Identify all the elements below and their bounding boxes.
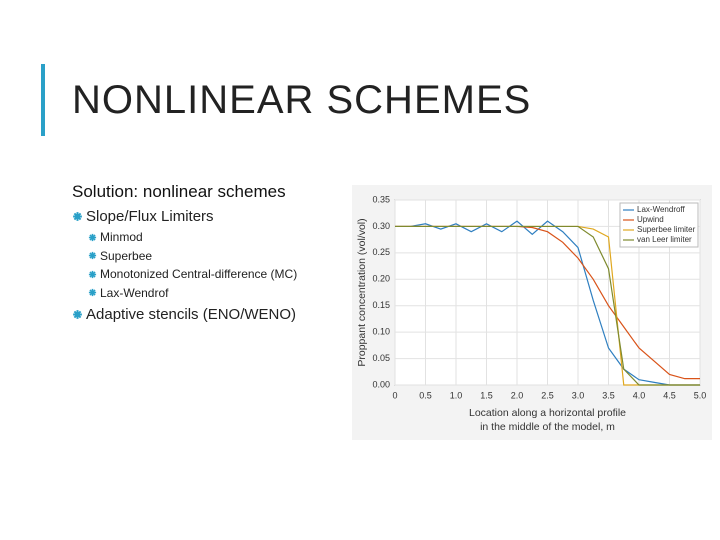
legend-label: van Leer limiter — [637, 235, 692, 244]
x-tick-label: 4.5 — [663, 390, 676, 400]
x-tick-label: 0.5 — [419, 390, 432, 400]
x-tick-label: 2.5 — [541, 390, 554, 400]
x-tick-label: 2.0 — [511, 390, 524, 400]
bullet-icon — [88, 270, 97, 278]
accent-bar — [41, 64, 45, 136]
bullet-icon — [88, 251, 97, 260]
sub-bullet-text: Monotonized Central-difference (MC) — [100, 267, 298, 281]
bullet-icon — [88, 288, 97, 297]
y-tick-label: 0.00 — [372, 379, 390, 389]
bullet-icon — [73, 212, 82, 221]
bullet-icon — [88, 233, 97, 241]
legend-label: Upwind — [637, 215, 664, 224]
bullet-text: Adaptive stencils (ENO/WENO) — [86, 306, 297, 323]
bullet-text: Slope/Flux Limiters — [86, 208, 214, 225]
x-tick-label: 3.5 — [602, 390, 615, 400]
sub-bullet: Superbee — [88, 249, 152, 263]
legend-label: Lax-Wendroff — [637, 205, 686, 214]
x-tick-label: 5.0 — [694, 390, 707, 400]
y-tick-label: 0.15 — [372, 300, 390, 310]
x-tick-label: 0 — [392, 390, 397, 400]
bullet-icon — [73, 310, 82, 319]
x-tick-label: 4.0 — [633, 390, 646, 400]
sub-bullet-text: Lax-Wendrof — [100, 285, 169, 300]
series-line — [395, 225, 700, 386]
sub-bullet-text: Superbee — [100, 248, 153, 263]
y-axis-label: Proppant concentration (vol/vol) — [356, 218, 368, 366]
series-line — [395, 220, 700, 386]
y-tick-label: 0.05 — [372, 353, 390, 363]
y-tick-label: 0.25 — [372, 247, 390, 257]
bullet: Adaptive stencils (ENO/WENO) — [72, 306, 296, 323]
bullet: Slope/Flux Limiters — [72, 208, 214, 225]
sub-bullet: Minmod — [88, 230, 143, 244]
x-tick-label: 3.0 — [572, 390, 585, 400]
sub-bullet: Monotonized Central-difference (MC) — [88, 267, 297, 281]
legend-label: Superbee limiter — [637, 225, 696, 234]
x-axis-label: in the middle of the model, m — [480, 421, 615, 433]
y-tick-label: 0.10 — [372, 327, 390, 337]
x-tick-label: 1.0 — [450, 390, 463, 400]
sub-bullet: Lax-Wendrof — [88, 286, 168, 300]
x-tick-label: 1.5 — [480, 390, 493, 400]
y-tick-label: 0.20 — [372, 274, 390, 284]
y-tick-label: 0.35 — [372, 194, 390, 204]
chart: 0.00 0.05 0.10 0.15 0.20 0.25 0.30 0.35 0 0.5 1.0 1… — [352, 185, 712, 440]
x-axis-label: Location along a horizontal profile — [469, 407, 626, 419]
sub-bullet-text: Minmod — [100, 230, 143, 244]
heading: Solution: nonlinear schemes — [72, 182, 286, 201]
slide-title: NONLINEAR SCHEMES — [72, 78, 532, 122]
y-tick-label: 0.30 — [372, 221, 390, 231]
